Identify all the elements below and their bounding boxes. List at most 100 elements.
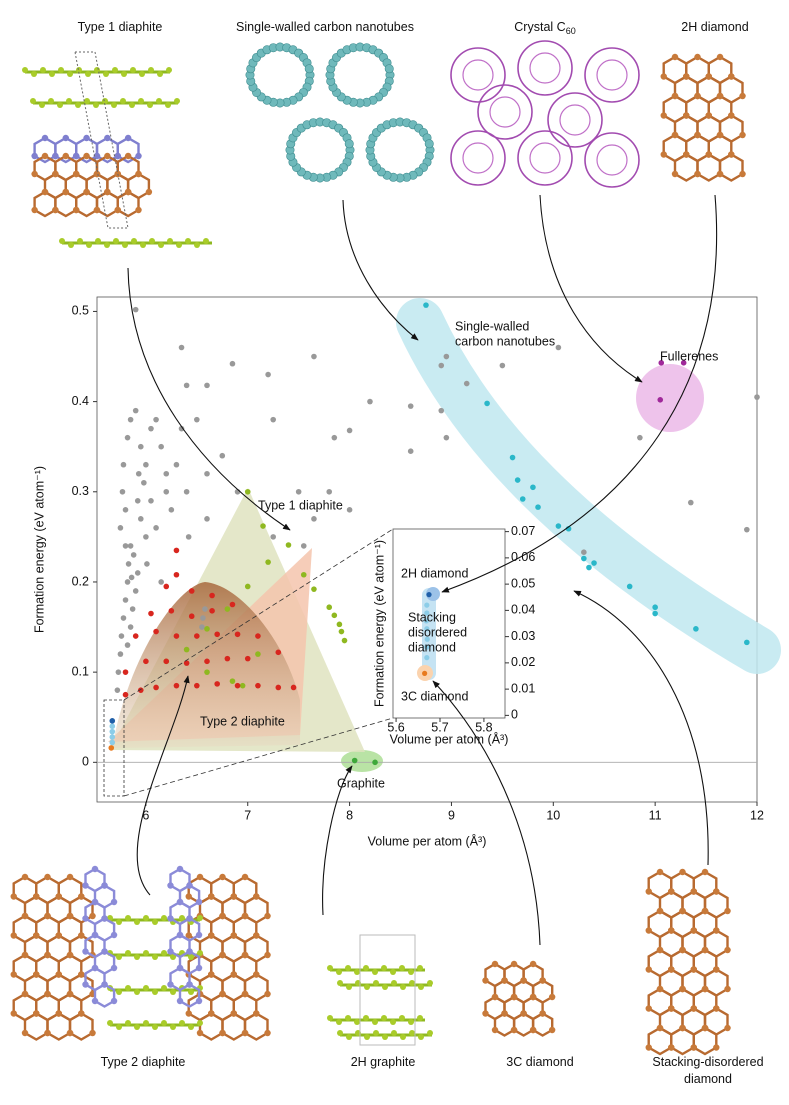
atom — [104, 134, 111, 142]
atom — [253, 932, 260, 939]
atom — [135, 206, 142, 214]
fullerene-region — [636, 364, 704, 432]
label-text: 3C diamond — [506, 1055, 573, 1069]
atom — [86, 242, 92, 248]
data-point — [122, 597, 129, 603]
y-tick-label: 0.05 — [511, 576, 535, 590]
data-point — [424, 655, 430, 661]
atom — [656, 946, 664, 954]
data-point — [499, 362, 506, 369]
atom — [417, 1015, 423, 1021]
atom — [68, 242, 74, 248]
atom — [705, 112, 712, 119]
atom — [196, 873, 204, 881]
c60 — [547, 92, 603, 148]
atom — [66, 951, 74, 959]
atom — [21, 951, 29, 959]
data-point — [134, 498, 141, 504]
atom — [72, 170, 80, 178]
atom — [264, 912, 271, 920]
data-point — [120, 615, 127, 621]
atom — [116, 989, 122, 995]
atom — [186, 981, 193, 988]
data-point — [311, 586, 317, 592]
atom — [110, 931, 118, 939]
atom — [548, 1026, 556, 1034]
atom — [668, 966, 675, 973]
bond-ring — [33, 190, 57, 218]
atom — [391, 980, 397, 986]
atom — [91, 931, 99, 939]
data-point — [652, 604, 658, 611]
atom — [668, 1005, 675, 1012]
arrow — [539, 194, 643, 383]
data-point — [509, 454, 516, 461]
atom — [125, 950, 131, 956]
bond-ring — [116, 136, 140, 164]
data-point — [270, 416, 277, 423]
atom — [78, 932, 85, 939]
data-point — [109, 734, 116, 740]
data-point — [202, 606, 208, 612]
atom — [107, 1020, 113, 1026]
atom — [679, 907, 686, 915]
bond-ring — [198, 1012, 224, 1041]
atom — [241, 912, 249, 920]
atom — [716, 170, 724, 178]
atom — [49, 71, 55, 77]
data-point — [173, 547, 180, 554]
data-point — [438, 407, 445, 414]
data-point — [117, 651, 124, 657]
data-point — [185, 534, 192, 540]
atom — [660, 151, 667, 158]
data-point — [120, 461, 127, 468]
bond-ring — [243, 1012, 269, 1041]
annotation: Single-walled — [455, 319, 529, 333]
data-point — [535, 504, 541, 510]
data-point — [124, 642, 131, 648]
atom — [147, 102, 153, 108]
atom — [253, 1010, 260, 1017]
atom — [55, 1010, 62, 1017]
atom — [176, 964, 184, 972]
x-tick-label: 7 — [244, 808, 251, 822]
data-point — [311, 516, 317, 522]
annotation: 2H diamond — [401, 566, 468, 580]
atom — [417, 965, 423, 971]
atom — [337, 1030, 343, 1036]
data-point — [109, 723, 116, 730]
atom — [77, 238, 83, 244]
data-point — [591, 560, 597, 566]
x-tick-label: 8 — [346, 808, 353, 822]
data-point — [754, 394, 760, 400]
y-axis-label: Formation energy (eV atom⁻¹) — [372, 540, 386, 707]
data-point — [204, 626, 210, 632]
atom — [529, 960, 537, 968]
data-point — [265, 559, 271, 565]
data-point — [744, 639, 750, 646]
data-point — [163, 488, 170, 495]
atom — [124, 134, 132, 142]
atom — [400, 1034, 406, 1040]
annotation: Type 1 diaphite — [258, 498, 343, 512]
atom — [131, 238, 137, 244]
data-point — [224, 655, 231, 662]
data-point — [275, 649, 282, 656]
atom — [67, 71, 73, 77]
data-point — [422, 670, 428, 676]
data-point — [336, 621, 343, 628]
annotation: Fullerenes — [660, 349, 718, 363]
atom — [424, 139, 434, 149]
atom — [83, 188, 90, 196]
atom — [76, 67, 82, 73]
atom — [170, 954, 176, 960]
atom — [230, 893, 237, 900]
data-point — [581, 549, 587, 556]
atom — [656, 868, 664, 876]
y-tick-label: 0.04 — [511, 603, 535, 617]
atom — [52, 206, 59, 214]
y-axis-label: Formation energy (eV atom⁻¹) — [32, 466, 46, 633]
structure-label: diamond — [684, 1072, 732, 1086]
atom — [143, 1020, 149, 1026]
atom — [363, 1015, 369, 1021]
